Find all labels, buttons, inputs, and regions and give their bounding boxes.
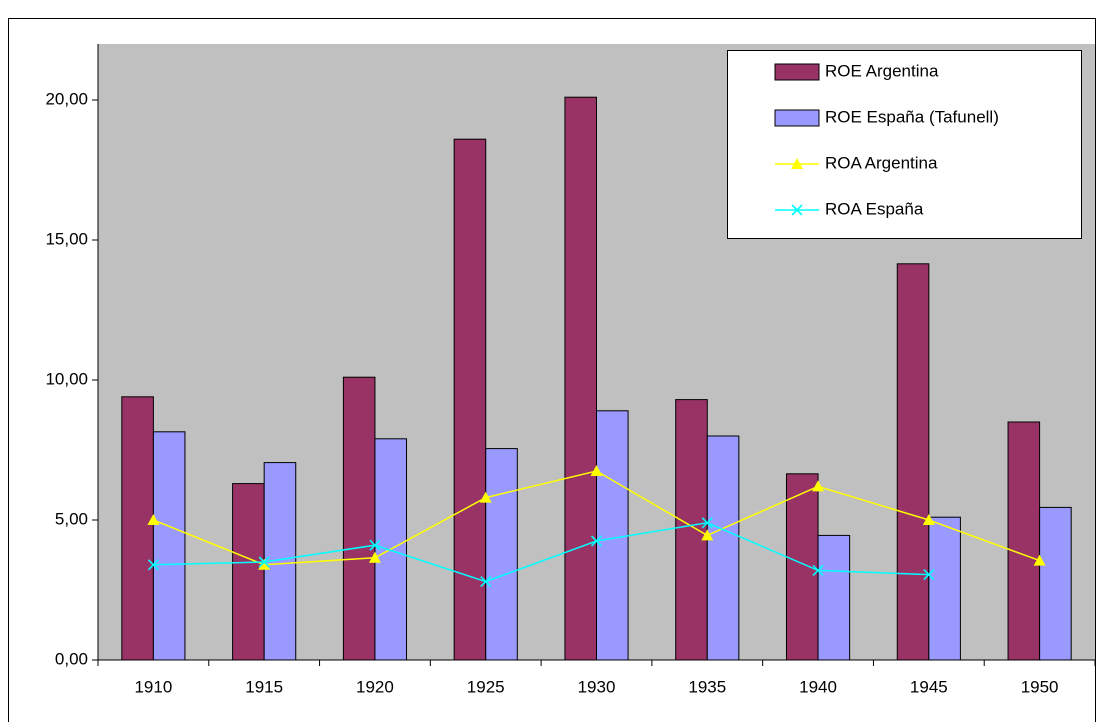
legend-label: ROA Argentina [825,153,938,172]
marker [368,551,381,563]
legend-label: ROE Argentina [825,61,939,80]
line [153,522,929,583]
bar [1039,506,1072,661]
bar [152,431,186,661]
bar [232,483,265,661]
x-tick-label: 1910 [134,677,172,696]
bar [121,396,154,661]
bar [1007,421,1041,661]
bar [896,263,930,661]
marker [590,535,603,547]
legend [727,50,1082,239]
x-tick-label: 1940 [799,677,837,696]
bar [928,516,961,661]
marker [923,569,935,581]
bar [706,435,740,661]
bar [785,473,819,661]
bar [485,448,518,661]
marker [479,491,492,503]
legend-swatch [774,63,820,81]
bar [596,410,629,661]
marker [480,576,492,588]
y-tick-label: 10,00 [45,369,88,388]
bar [342,376,376,661]
marker [147,559,159,571]
marker [369,539,381,551]
bar [675,399,708,661]
x-tick-label: 1935 [688,677,726,696]
y-tick-label: 15,00 [45,229,88,248]
x-tick-label: 1915 [245,677,283,696]
marker [812,480,825,492]
x-tick-label: 1930 [578,677,616,696]
marker [258,556,270,568]
bar [453,138,487,661]
legend-label: ROA España [825,199,924,218]
x-tick-label: 1925 [467,677,505,696]
legend-marker [791,158,803,169]
x-tick-label: 1950 [1021,677,1059,696]
marker [922,514,935,525]
marker [1033,554,1046,566]
marker [812,564,824,576]
legend-label: ROE España (Tafunell) [825,107,999,126]
marker [590,465,603,476]
legend-marker [791,204,803,216]
marker [258,558,271,570]
legend-swatch [774,109,820,127]
bar [817,534,851,661]
x-tick-label: 1920 [356,677,394,696]
marker [701,529,714,541]
x-tick-label: 1945 [910,677,948,696]
marker [701,517,713,529]
y-tick-label: 0,00 [55,649,88,668]
marker [147,514,160,525]
y-tick-label: 5,00 [55,509,88,528]
bar [564,96,598,661]
y-tick-label: 20,00 [45,89,88,108]
